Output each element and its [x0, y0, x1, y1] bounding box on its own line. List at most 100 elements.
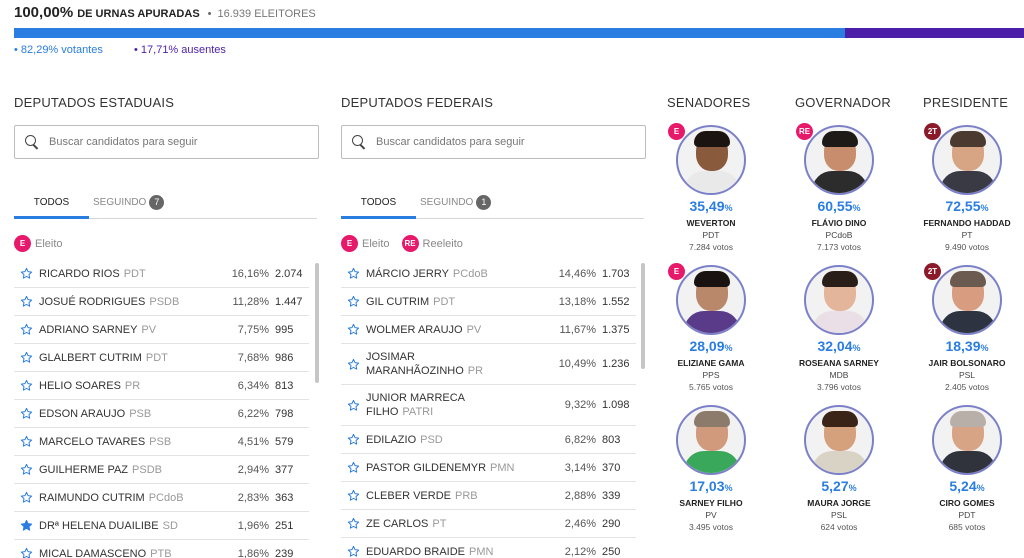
eleito-label: Eleito	[362, 237, 390, 250]
star-icon[interactable]	[20, 435, 33, 448]
star-icon[interactable]	[20, 463, 33, 476]
star-icon[interactable]	[347, 461, 360, 474]
star-icon[interactable]	[20, 407, 33, 420]
candidate-name-text: EDSON ARAUJO	[39, 407, 126, 420]
candidate-row[interactable]: JOSUÉ RODRIGUES PSDB 11,28% 1.447	[14, 288, 309, 316]
status-badge: 2T	[924, 123, 941, 140]
tab-seguindo[interactable]: SEGUINDO 7	[93, 191, 165, 218]
star-icon[interactable]	[20, 323, 33, 336]
federais-search-input[interactable]	[376, 136, 626, 148]
candidate-photo	[804, 125, 874, 195]
photo-hair	[694, 411, 730, 427]
estaduais-title: DEPUTADOS ESTADUAIS	[14, 95, 175, 110]
apuracao-summary: 100,00% DE URNAS APURADAS • 16.939 ELEIT…	[14, 4, 316, 24]
estaduais-search-input[interactable]	[49, 136, 299, 148]
votantes-bar	[14, 28, 846, 38]
candidate-percentage: 16,16%	[231, 267, 269, 280]
photo-hair	[822, 131, 858, 147]
candidate-name-text: PASTOR GILDENEMYR	[366, 461, 487, 474]
candidate-votes: 2.074	[275, 267, 303, 280]
percentage-unit: %	[976, 483, 985, 493]
eleito-badge: E	[341, 235, 358, 252]
tab-todos[interactable]: TODOS	[14, 191, 89, 219]
candidate-percentage: 5,24%	[923, 478, 1011, 494]
candidate-row[interactable]: ZE CARLOS PT 2,46% 290	[341, 510, 636, 538]
candidate-percentage: 9,32%	[564, 399, 596, 411]
percentage-value: 5,27	[821, 478, 849, 494]
star-filled-icon[interactable]	[20, 519, 33, 532]
star-icon[interactable]	[347, 399, 360, 412]
candidate-row[interactable]: RAIMUNDO CUTRIM PCdoB 2,83% 363	[14, 484, 309, 512]
star-icon[interactable]	[347, 433, 360, 446]
candidate-row[interactable]: EDILAZIO PSD 6,82% 803	[341, 426, 636, 454]
star-icon[interactable]	[20, 547, 33, 558]
candidate-name: FLÁVIO DINO	[811, 218, 867, 228]
ausentes-bar	[845, 28, 1024, 38]
candidate-party: PCdoB	[148, 491, 184, 504]
candidate-row[interactable]: HELIO SOARES PR 6,34% 813	[14, 372, 309, 400]
candidate-row[interactable]: WOLMER ARAUJO PV 11,67% 1.375	[341, 316, 636, 344]
candidate-row[interactable]: JUNIOR MARRECA FILHO PATRI 9,32% 1.098	[341, 385, 636, 426]
candidate-percentage: 6,22%	[237, 407, 269, 420]
star-icon[interactable]	[20, 295, 33, 308]
candidate-party: PV	[705, 510, 717, 520]
seguindo-count-badge: 1	[476, 195, 492, 210]
estaduais-search-box[interactable]	[14, 125, 319, 159]
candidate-row[interactable]: MÁRCIO JERRY PCdoB 14,46% 1.703	[341, 260, 636, 288]
star-icon[interactable]	[347, 358, 360, 371]
candidate-row[interactable]: PASTOR GILDENEMYR PMN 3,14% 370	[341, 454, 636, 482]
estaduais-tabs: TODOS SEGUINDO 7	[14, 191, 317, 219]
candidate-row[interactable]: GUILHERME PAZ PSDB 2,94% 377	[14, 456, 309, 484]
star-icon[interactable]	[347, 489, 360, 502]
tab-seguindo[interactable]: SEGUINDO 1	[420, 191, 492, 218]
star-icon[interactable]	[20, 267, 33, 280]
candidate-row[interactable]: JOSIMAR MARANHÃOZINHO PR 10,49% 1.236	[341, 344, 636, 385]
candidate-party: PSDB	[132, 463, 162, 476]
candidate-row[interactable]: GLALBERT CUTRIM PDT 7,68% 986	[14, 344, 309, 372]
star-icon[interactable]	[347, 545, 360, 558]
candidate-row[interactable]: MICAL DAMASCENO PTB 1,86% 239	[14, 540, 309, 558]
candidate-party: PRB	[454, 489, 478, 502]
candidate-party: PATRI	[402, 406, 434, 418]
candidate-row[interactable]: GIL CUTRIM PDT 13,18% 1.552	[341, 288, 636, 316]
federais-list: MÁRCIO JERRY PCdoB 14,46% 1.703 GIL CUTRIM PD…	[341, 260, 636, 558]
percentage-unit: %	[724, 343, 733, 353]
candidate-name: MAURA JORGE	[807, 498, 871, 508]
star-icon[interactable]	[20, 351, 33, 364]
estaduais-scrollbar[interactable]	[315, 263, 319, 383]
candidate-photo	[676, 405, 746, 475]
candidate-votes: 995	[275, 323, 294, 336]
candidate-party: PSDB	[149, 295, 180, 308]
percentage-value: 5,24	[949, 478, 977, 494]
candidate-row[interactable]: MARCELO TAVARES PSB 4,51% 579	[14, 428, 309, 456]
candidate-party: PSD	[420, 433, 443, 446]
star-icon[interactable]	[20, 491, 33, 504]
candidate-photo	[932, 405, 1002, 475]
star-icon[interactable]	[347, 295, 360, 308]
candidate-row[interactable]: RICARDO RIOS PDT 16,16% 2.074	[14, 260, 309, 288]
candidate-name-text: RAIMUNDO CUTRIM	[39, 491, 145, 504]
percentage-unit: %	[852, 203, 861, 213]
candidate-row[interactable]: CLEBER VERDE PRB 2,88% 339	[341, 482, 636, 510]
star-icon[interactable]	[347, 517, 360, 530]
candidate-row[interactable]: ADRIANO SARNEY PV 7,75% 995	[14, 316, 309, 344]
federais-scrollbar[interactable]	[641, 263, 645, 369]
percentage-value: 18,39	[945, 338, 981, 354]
candidate-photo	[932, 265, 1002, 335]
tab-todos[interactable]: TODOS	[341, 191, 416, 219]
candidate-row[interactable]: EDUARDO BRAIDE PMN 2,12% 250	[341, 538, 636, 558]
star-icon[interactable]	[347, 323, 360, 336]
candidate-name-text: WOLMER ARAUJO	[366, 323, 463, 336]
candidate-party: PSB	[149, 435, 172, 448]
apuradas-percentage: 100,00%	[14, 4, 74, 21]
candidate-row[interactable]: DRª HELENA DUAILIBE SD 1,96% 251	[14, 512, 309, 540]
candidate-photo	[804, 405, 874, 475]
federais-search-box[interactable]	[341, 125, 646, 159]
candidate-votes: 803	[602, 433, 621, 446]
federais-legend: E Eleito RE Reeleito	[341, 235, 475, 252]
status-badge: 2T	[924, 263, 941, 280]
candidate-row[interactable]: EDSON ARAUJO PSB 6,22% 798	[14, 400, 309, 428]
star-icon[interactable]	[347, 267, 360, 280]
star-icon[interactable]	[20, 379, 33, 392]
